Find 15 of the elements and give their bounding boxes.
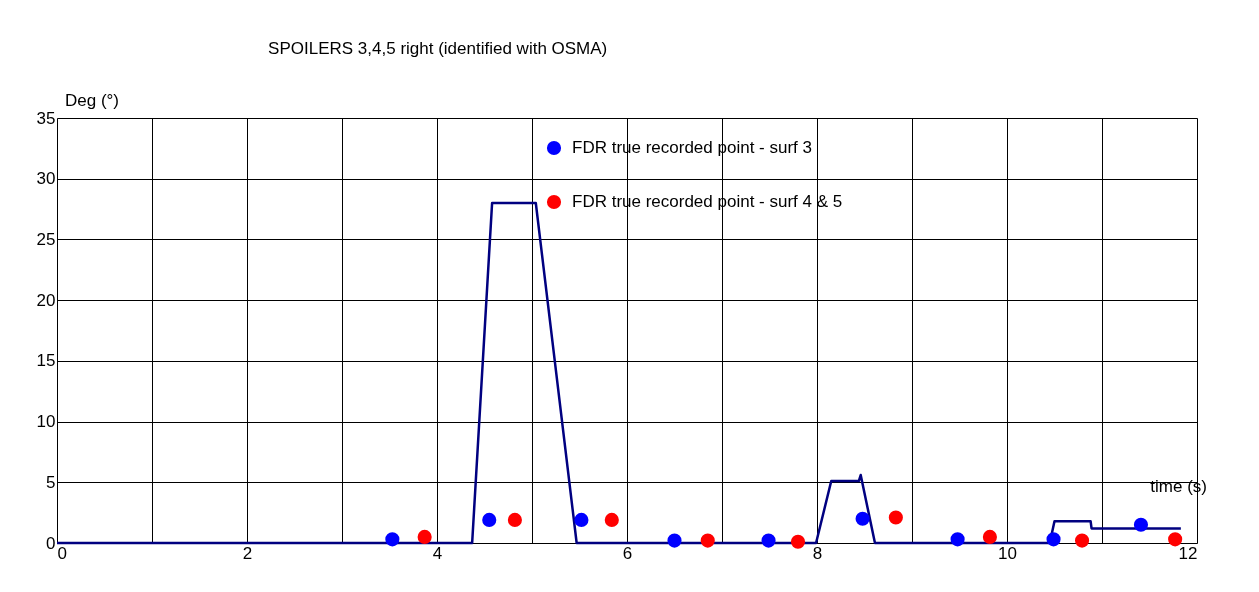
- y-tick-label: 20: [36, 290, 56, 310]
- x-tick-label: 10: [998, 543, 1017, 563]
- y-tick-label: 30: [36, 169, 56, 189]
- y-tick-label: 15: [36, 351, 56, 371]
- x-tick-label: 8: [812, 543, 823, 563]
- y-tick-label: 25: [36, 229, 56, 249]
- x-tick-label: 2: [242, 543, 253, 563]
- y-axis-title: Deg (°): [65, 91, 120, 110]
- x-tick-label: 6: [622, 543, 633, 563]
- chart-title: SPOILERS 3,4,5 right (identified with OSMA): [268, 39, 608, 58]
- x-tick-label: 4: [432, 543, 443, 563]
- x-tick-label: 12: [1178, 543, 1198, 563]
- y-tick-label: 10: [36, 412, 56, 432]
- y-tick-label: 5: [46, 472, 56, 492]
- y-tick-label: 35: [36, 108, 56, 128]
